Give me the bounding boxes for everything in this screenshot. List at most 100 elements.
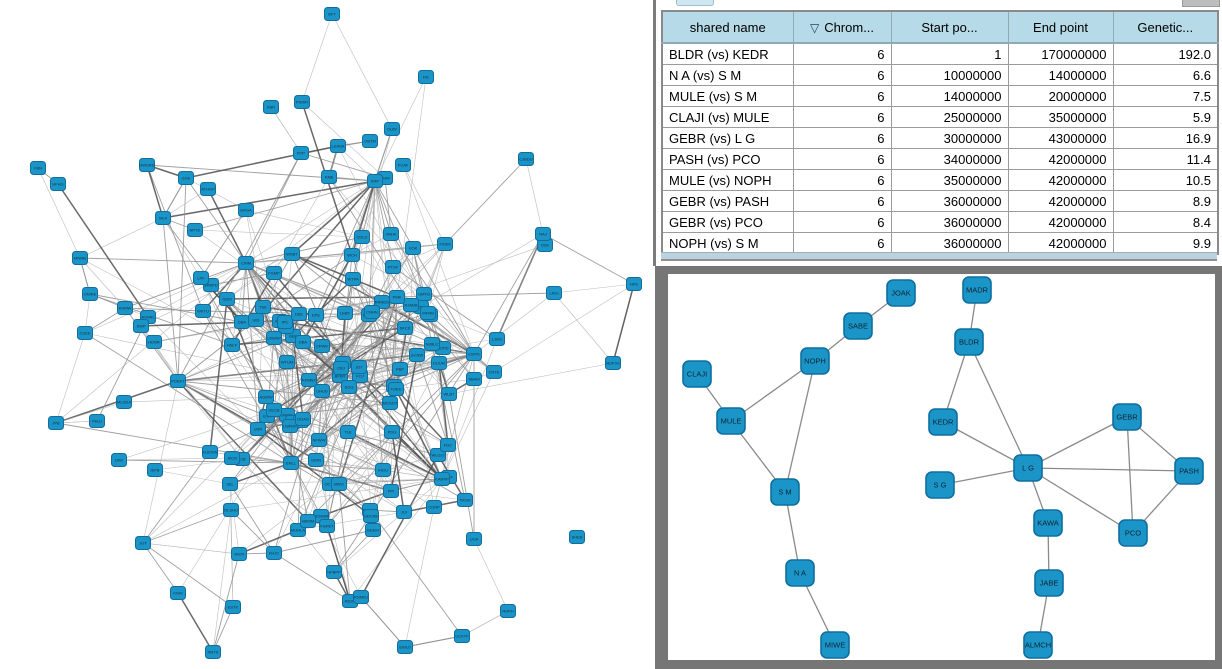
- network-edge[interactable]: [333, 511, 405, 573]
- network-node[interactable]: EPE: [308, 308, 324, 322]
- table-cell-genetic[interactable]: 8.4: [1112, 211, 1219, 233]
- network-edge[interactable]: [542, 233, 635, 285]
- network-node-MULE[interactable]: MULE: [716, 407, 746, 435]
- network-edge[interactable]: [255, 254, 353, 321]
- network-edge[interactable]: [337, 145, 422, 308]
- network-node[interactable]: CNHN: [364, 305, 380, 319]
- table-row[interactable]: BLDR (vs) KEDR 6 1 170000000 192.0: [661, 42, 1219, 65]
- network-edge-LG-PASH[interactable]: [1027, 467, 1190, 472]
- network-edge[interactable]: [292, 335, 304, 420]
- network-node[interactable]: WLBT: [441, 387, 457, 401]
- network-node-KAWA[interactable]: KAWA: [1033, 509, 1063, 537]
- network-node-ALMCH[interactable]: ALMCH: [1023, 631, 1053, 659]
- network-edge[interactable]: [273, 529, 374, 554]
- network-edge[interactable]: [273, 552, 351, 602]
- table-cell-start[interactable]: 30000000: [890, 127, 1009, 149]
- network-node[interactable]: KUDSW: [202, 445, 218, 459]
- network-edge[interactable]: [241, 321, 304, 420]
- network-edge[interactable]: [352, 278, 360, 368]
- network-edge[interactable]: [448, 362, 614, 395]
- network-edge[interactable]: [146, 164, 164, 219]
- network-node-NOPH[interactable]: NOPH: [800, 347, 830, 375]
- table-cell-start[interactable]: 35000000: [890, 169, 1009, 191]
- network-node[interactable]: GMTG: [416, 287, 432, 301]
- network-edge[interactable]: [427, 243, 446, 314]
- network-edge[interactable]: [333, 529, 374, 573]
- network-edge[interactable]: [262, 253, 293, 308]
- network-node[interactable]: TLE: [340, 425, 356, 439]
- network-edge[interactable]: [231, 272, 275, 346]
- network-edge[interactable]: [473, 292, 555, 355]
- network-node[interactable]: HFE: [626, 277, 642, 291]
- network-edge[interactable]: [402, 164, 446, 245]
- network-edge[interactable]: [226, 253, 293, 300]
- network-edge[interactable]: [79, 257, 310, 381]
- table-cell-shared_name[interactable]: CLAJI (vs) MULE: [661, 106, 794, 128]
- network-edge[interactable]: [349, 478, 443, 602]
- network-edge[interactable]: [496, 233, 544, 340]
- network-edge[interactable]: [338, 431, 393, 485]
- network-edge[interactable]: [273, 176, 330, 274]
- network-node[interactable]: MLUDA: [116, 395, 132, 409]
- table-cell-chromosome[interactable]: 6: [792, 64, 892, 86]
- network-node[interactable]: OOAG: [295, 412, 311, 426]
- network-edge[interactable]: [212, 509, 232, 653]
- network-node-JOAK[interactable]: JOAK: [886, 279, 916, 307]
- network-edge[interactable]: [177, 592, 214, 653]
- network-node[interactable]: DBA: [234, 315, 250, 329]
- network-edge[interactable]: [245, 236, 363, 264]
- network-edge[interactable]: [142, 509, 232, 544]
- table-cell-chromosome[interactable]: 6: [792, 148, 892, 170]
- network-node[interactable]: KHMW: [117, 301, 133, 315]
- table-cell-genetic[interactable]: 9.9: [1112, 232, 1219, 255]
- network-edge[interactable]: [339, 375, 449, 446]
- table-cell-genetic[interactable]: 10.5: [1112, 169, 1219, 191]
- table-cell-chromosome[interactable]: 6: [792, 127, 892, 149]
- table-cell-shared_name[interactable]: PASH (vs) PCO: [661, 148, 794, 170]
- network-edge[interactable]: [229, 462, 292, 485]
- network-node[interactable]: LEASA: [330, 139, 346, 153]
- network-node-SM[interactable]: S M: [770, 478, 800, 506]
- network-node[interactable]: CBJ: [333, 361, 349, 375]
- network-node[interactable]: ESTK: [225, 600, 241, 614]
- network-edge[interactable]: [328, 176, 412, 306]
- network-edge[interactable]: [301, 13, 333, 103]
- network-node[interactable]: GWN: [308, 453, 324, 467]
- network-edge[interactable]: [142, 542, 240, 555]
- network-edge[interactable]: [55, 332, 86, 424]
- network-edge[interactable]: [200, 209, 247, 279]
- network-node[interactable]: GDM: [219, 292, 235, 306]
- network-edge[interactable]: [226, 298, 288, 363]
- network-node[interactable]: MLII: [155, 211, 171, 225]
- table-cell-end[interactable]: 14000000: [1007, 64, 1114, 86]
- network-node[interactable]: GDCKE: [363, 509, 379, 523]
- network-node[interactable]: MNMB: [72, 251, 88, 265]
- network-edge[interactable]: [162, 217, 202, 279]
- network-node[interactable]: FOED: [388, 382, 404, 396]
- network-edge[interactable]: [262, 306, 317, 316]
- table-cell-shared_name[interactable]: NOPH (vs) S M: [661, 232, 794, 255]
- network-node[interactable]: RTP: [293, 146, 309, 160]
- network-node-LG[interactable]: L G: [1013, 454, 1043, 482]
- table-row[interactable]: PASH (vs) PCO 6 34000000 42000000 11.4: [661, 148, 1219, 170]
- network-edge[interactable]: [390, 490, 466, 501]
- network-edge[interactable]: [360, 596, 406, 648]
- network-node-SABE[interactable]: SABE: [843, 312, 873, 340]
- network-node[interactable]: KNW: [170, 586, 186, 600]
- table-cell-chromosome[interactable]: 6: [792, 85, 892, 107]
- network-node[interactable]: MCGDT: [382, 396, 398, 410]
- network-edge[interactable]: [493, 283, 635, 373]
- network-node-SG[interactable]: S G: [925, 471, 955, 499]
- table-cell-end[interactable]: 20000000: [1007, 85, 1114, 107]
- network-edge[interactable]: [245, 209, 363, 238]
- network-edge[interactable]: [361, 236, 398, 298]
- network-edge[interactable]: [340, 306, 422, 369]
- network-edge[interactable]: [118, 409, 275, 461]
- network-node[interactable]: WFRB: [420, 306, 436, 320]
- network-edge[interactable]: [270, 106, 302, 154]
- table-cell-start[interactable]: 36000000: [890, 211, 1009, 233]
- network-edge[interactable]: [448, 393, 475, 540]
- network-edge[interactable]: [286, 414, 435, 508]
- table-cell-start[interactable]: 25000000: [890, 106, 1009, 128]
- network-edge-NOPH-SM[interactable]: [784, 360, 816, 493]
